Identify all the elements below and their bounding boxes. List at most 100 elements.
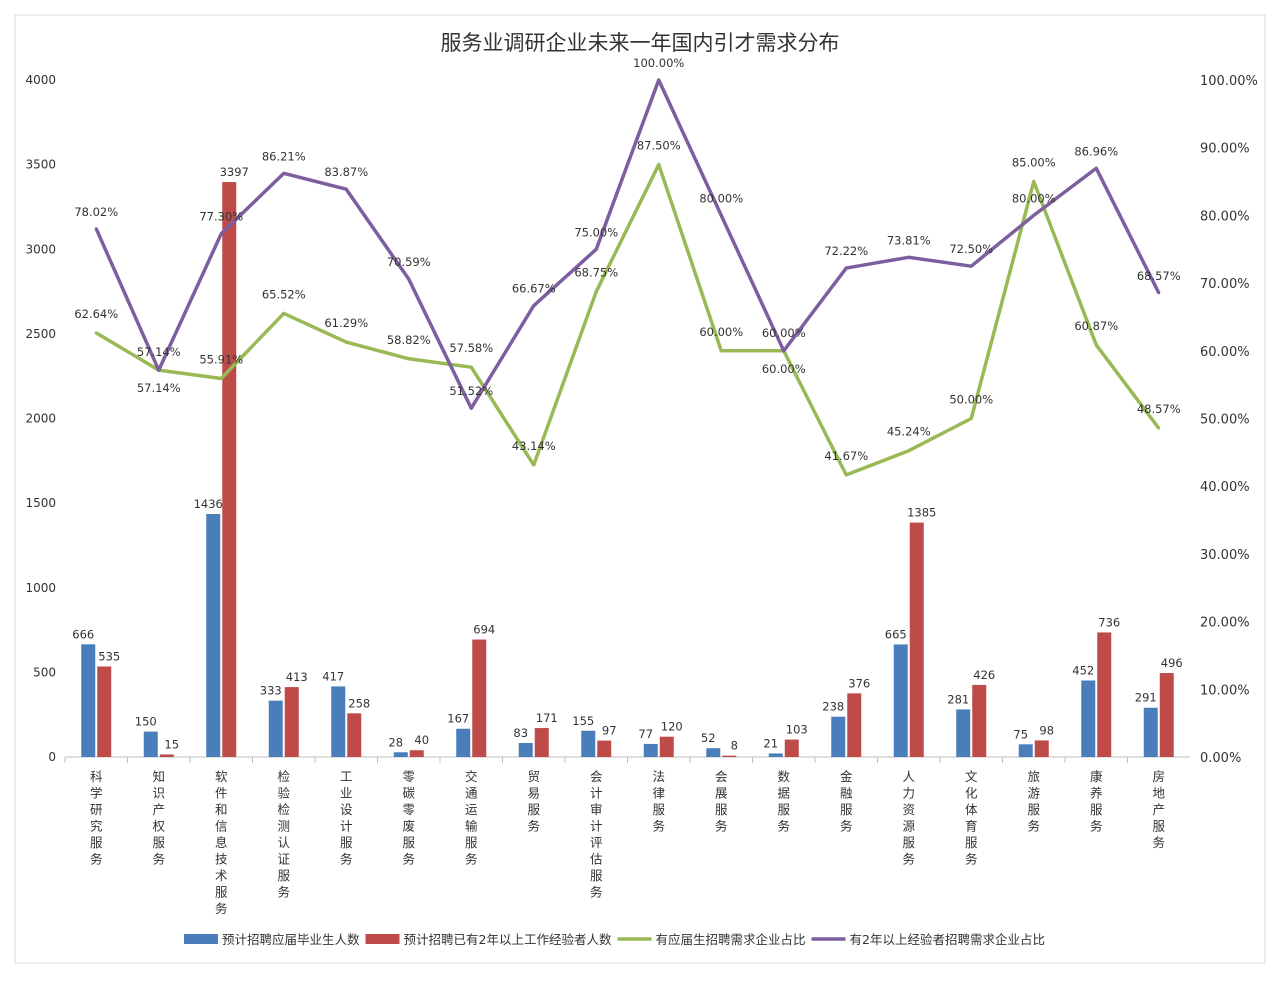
line-value-label: 57.58% (449, 341, 493, 355)
left-tick-label: 1000 (25, 581, 56, 595)
legend-label: 有2年以上经验者招聘需求企业占比 (850, 932, 1045, 947)
line-point (469, 365, 473, 369)
right-tick-label: 10.00% (1200, 683, 1250, 698)
bar-value-label: 77 (638, 727, 653, 741)
line-value-label: 66.67% (512, 282, 556, 296)
bar (1143, 707, 1158, 757)
line-point (657, 78, 661, 82)
line-value-label: 62.64% (74, 307, 118, 321)
bar (284, 687, 299, 757)
bar (472, 639, 487, 757)
bar-value-label: 496 (1161, 656, 1183, 670)
bar-value-label: 97 (602, 724, 617, 738)
x-tick-label: 房地产服务 (1152, 769, 1165, 850)
line-value-label: 100.00% (633, 56, 684, 70)
line-value-label: 72.50% (949, 242, 993, 256)
left-tick-label: 0 (48, 750, 56, 764)
line-value-label: 86.21% (262, 149, 306, 163)
line-point (219, 232, 223, 236)
x-tick-label: 科学研究服务 (90, 769, 103, 867)
line-point (969, 264, 973, 268)
bar (393, 752, 408, 757)
right-tick-label: 90.00% (1200, 142, 1250, 157)
right-tick-label: 50.00% (1200, 413, 1250, 428)
bar-value-label: 413 (286, 670, 308, 684)
line-point (94, 227, 98, 231)
bar-value-label: 171 (536, 711, 558, 725)
bar (909, 522, 924, 757)
right-tick-label: 100.00% (1200, 74, 1258, 89)
line-value-label: 57.14% (137, 381, 181, 395)
line-value-label: 86.96% (1074, 144, 1118, 158)
line-value-label: 60.00% (762, 362, 806, 376)
line-value-label: 72.22% (824, 244, 868, 258)
bar-value-label: 75 (1013, 727, 1028, 741)
line-value-label: 65.52% (262, 287, 306, 301)
line-value-label: 45.24% (887, 425, 931, 439)
line-point (907, 449, 911, 453)
x-tick-label: 人力资源服务 (902, 769, 915, 867)
bar (206, 513, 221, 757)
right-tick-label: 30.00% (1200, 548, 1250, 563)
bar-value-label: 150 (135, 715, 157, 729)
bar-value-label: 736 (1098, 615, 1120, 629)
line-point (1157, 291, 1161, 295)
x-tick-label: 法律服务 (652, 769, 665, 834)
left-tick-label: 2000 (25, 412, 56, 426)
legend-label: 有应届生招聘需求企业占比 (655, 932, 805, 947)
right-tick-label: 20.00% (1200, 616, 1250, 631)
x-tick-label: 零碳零废服务 (402, 769, 415, 867)
series-line (95, 162, 1161, 477)
bar (768, 753, 783, 757)
line-value-label: 87.50% (637, 139, 681, 153)
line-value-label: 83.87% (324, 165, 368, 179)
line-value-label: 55.91% (199, 352, 243, 366)
x-tick-label: 检验检测认证服务 (277, 769, 290, 900)
bar-value-label: 8 (731, 739, 738, 753)
bar (1018, 744, 1033, 757)
line-point (782, 349, 786, 353)
left-tick-label: 3000 (25, 242, 56, 256)
bar-value-label: 666 (72, 627, 94, 641)
line-value-label: 68.57% (1137, 269, 1181, 283)
bar-value-label: 333 (260, 684, 282, 698)
x-tick-label: 数据服务 (777, 769, 790, 834)
bar-value-label: 376 (848, 676, 870, 690)
left-tick-label: 500 (33, 665, 56, 679)
line-value-label: 73.81% (887, 233, 931, 247)
bar (1034, 740, 1049, 757)
line-value-label: 70.59% (387, 255, 431, 269)
bar (847, 693, 862, 757)
line-point (969, 417, 973, 420)
line-value-label: 80.00% (699, 191, 743, 205)
x-tick-label: 工业设计服务 (340, 769, 353, 867)
right-tick-label: 0.00% (1200, 751, 1241, 766)
x-tick-label: 知识产权服务 (152, 769, 165, 867)
x-tick-label: 金融服务 (840, 769, 853, 834)
bar (1159, 673, 1174, 757)
bar (581, 730, 596, 757)
bar (956, 709, 971, 757)
bar-value-label: 103 (786, 723, 808, 737)
bar (893, 644, 908, 757)
line-value-label: 51.52% (449, 384, 493, 398)
line-value-label: 60.00% (699, 325, 743, 339)
line-point (407, 277, 411, 281)
bar-value-label: 155 (572, 714, 594, 728)
x-tick-label: 贸易服务 (527, 769, 540, 834)
line-value-label: 48.57% (1137, 402, 1181, 416)
legend-swatch (365, 934, 400, 944)
bar-value-label: 83 (513, 726, 528, 740)
line-value-label: 61.29% (324, 316, 368, 330)
bar (347, 713, 362, 757)
line-point (157, 368, 161, 372)
line-point (344, 187, 348, 191)
bar (659, 736, 674, 757)
legend-label: 预计招聘已有2年以上工作经验者人数 (404, 932, 612, 947)
bar (81, 644, 96, 757)
bar-value-label: 98 (1039, 723, 1054, 737)
bar (409, 750, 424, 757)
bar-value-label: 258 (348, 696, 370, 710)
